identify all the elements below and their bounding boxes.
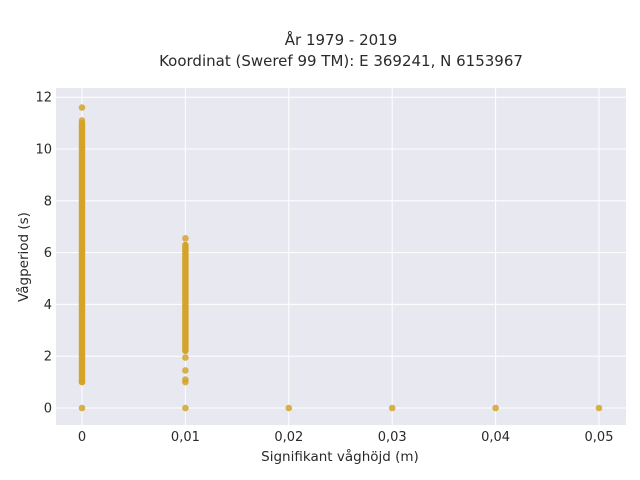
y-tick-label: 0 <box>44 402 52 417</box>
point-band <box>182 241 189 355</box>
data-points <box>78 104 603 412</box>
data-point <box>182 376 189 383</box>
y-tick-labels: 0 2 4 6 8 10 12 <box>35 91 52 417</box>
data-point <box>182 235 189 242</box>
y-tick-label: 10 <box>35 143 52 158</box>
x-tick-label: 0,03 <box>378 430 407 445</box>
x-tick-label: 0,04 <box>481 430 510 445</box>
x-tick-label: 0 <box>78 430 86 445</box>
x-tick-label: 0,05 <box>585 430 614 445</box>
y-tick-label: 4 <box>44 298 52 313</box>
y-tick-label: 8 <box>44 194 52 209</box>
data-point <box>182 404 189 412</box>
grid <box>56 88 626 425</box>
y-tick-label: 2 <box>44 350 52 365</box>
y-axis-title: Vågperiod (s) <box>15 212 32 302</box>
y-tick-label: 12 <box>35 91 52 106</box>
data-point <box>78 378 86 386</box>
data-point <box>492 404 499 412</box>
x-tick-label: 0,02 <box>274 430 303 445</box>
x-tick-label: 0,01 <box>171 430 200 445</box>
data-point <box>78 104 86 111</box>
chart-title-line-2: Koordinat (Sweref 99 TM): E 369241, N 61… <box>159 52 523 70</box>
point-bands <box>78 120 189 386</box>
data-point <box>78 404 86 412</box>
plot-background <box>56 88 626 425</box>
point-band <box>78 120 86 386</box>
x-tick-labels: 0 0,01 0,02 0,03 0,04 0,05 <box>78 430 614 445</box>
data-point <box>285 404 293 412</box>
data-point <box>182 354 189 361</box>
y-tick-label: 6 <box>44 246 52 261</box>
chart-title-line-1: År 1979 - 2019 <box>285 30 398 49</box>
data-point <box>182 367 189 374</box>
data-point <box>388 404 396 412</box>
x-axis-title: Signifikant våghöjd (m) <box>261 448 419 465</box>
data-point <box>595 404 603 412</box>
data-point <box>78 117 86 124</box>
